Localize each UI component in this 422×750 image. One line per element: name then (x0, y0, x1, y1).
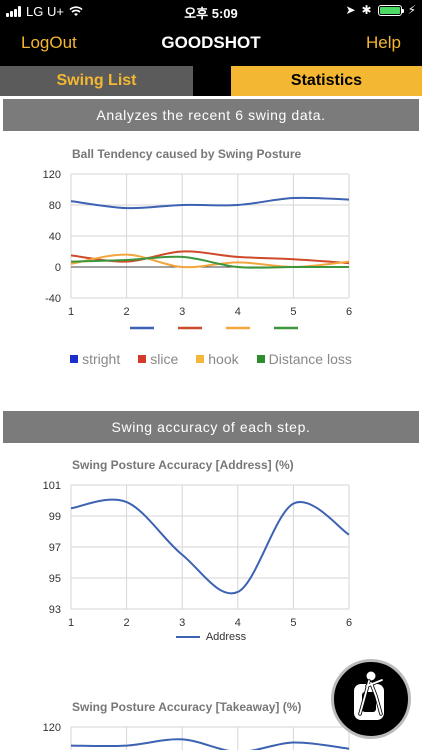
chart2-series-line (70, 738, 350, 750)
chart1-ytick-label: 101 (43, 480, 61, 492)
chart0-ytick-label: -40 (45, 293, 61, 305)
legend-swatch (138, 355, 147, 363)
chart0-ytick-label: 80 (49, 200, 61, 212)
chart1-series-line (70, 498, 350, 595)
legend-swatch (196, 355, 205, 363)
chart-title-takeaway: Swing Posture Accuracy [Takeaway] (%) (72, 700, 302, 714)
chart1-xtick-label: 4 (235, 617, 241, 629)
chart0-xtick-label: 4 (235, 306, 241, 318)
chart1-xtick-label: 5 (290, 617, 296, 629)
tendency-legend: stright slice hook Distance loss (0, 351, 422, 367)
tab-bar: Swing List Statistics (0, 66, 422, 96)
legend-label: Distance loss (268, 351, 352, 367)
chart0-ytick-label: 0 (55, 262, 61, 274)
charging-icon: ⚡ (407, 3, 416, 17)
chart0-ytick-label: 120 (43, 169, 61, 181)
chart2-ytick-label: 120 (43, 722, 61, 734)
chart1-xtick-label: 2 (124, 617, 130, 629)
wifi-icon (69, 6, 83, 16)
status-right: ➤ ✱ ⚡ (345, 3, 416, 17)
status-time: 오후 5:09 (184, 6, 238, 21)
chart0-xtick-label: 1 (68, 306, 74, 318)
logout-button[interactable]: LogOut (21, 33, 77, 52)
chart1-xtick-label: 6 (346, 617, 352, 629)
chart0-ytick-label: 40 (49, 231, 61, 243)
chart1-ytick-label: 93 (49, 604, 61, 616)
section-header-recent: Analyzes the recent 6 swing data. (3, 99, 419, 131)
chart1-xtick-label: 3 (179, 617, 185, 629)
tab-swing-list[interactable]: Swing List (0, 66, 193, 96)
signal-icon (6, 6, 21, 17)
location-icon: ➤ (345, 3, 356, 17)
legend-swatch (70, 355, 79, 363)
legend-label: hook (208, 351, 239, 367)
legend-item-distance-loss: Distance loss (256, 351, 352, 367)
legend-label: slice (150, 351, 179, 367)
legend-item-slice: slice (138, 351, 178, 367)
chart1-ytick-label: 97 (49, 542, 61, 554)
battery-icon (377, 4, 404, 16)
bluetooth-icon: ✱ (361, 3, 372, 17)
status-bar: LG U+ 오후 5:09 ➤ ✱ ⚡ (0, 0, 422, 22)
legend-swatch (256, 355, 265, 363)
help-button[interactable]: Help (366, 33, 401, 52)
chart0-xtick-label: 3 (179, 306, 185, 318)
legend-label: stright (82, 351, 121, 367)
legend-item-stright: stright (70, 351, 120, 367)
section-header-accuracy: Swing accuracy of each step. (3, 411, 419, 443)
legend-line-swatch (175, 636, 200, 638)
chart0-series-line (70, 196, 350, 210)
chart1-xtick-label: 1 (68, 617, 74, 629)
status-left: LG U+ (6, 4, 83, 19)
carrier-label: LG U+ (26, 4, 64, 19)
chart0-series-line (70, 255, 349, 269)
chart1-ytick-label: 95 (49, 573, 61, 585)
tab-statistics[interactable]: Statistics (231, 66, 422, 96)
chart0-xtick-label: 6 (346, 306, 352, 318)
legend-item-hook: hook (196, 351, 239, 367)
address-legend: Address (0, 631, 422, 643)
golfer-icon (354, 670, 384, 720)
chart0-xtick-label: 2 (124, 306, 130, 318)
chart-title-address: Swing Posture Accuracy [Address] (%) (72, 458, 294, 472)
swing-camera-button[interactable] (331, 659, 411, 739)
chart0-series-line (70, 250, 350, 265)
chart1-ytick-label: 99 (49, 511, 61, 523)
chart0-xtick-label: 5 (290, 306, 296, 318)
legend-label-address: Address (205, 631, 247, 643)
chart-title-tendency: Ball Tendency caused by Swing Posture (72, 147, 302, 161)
